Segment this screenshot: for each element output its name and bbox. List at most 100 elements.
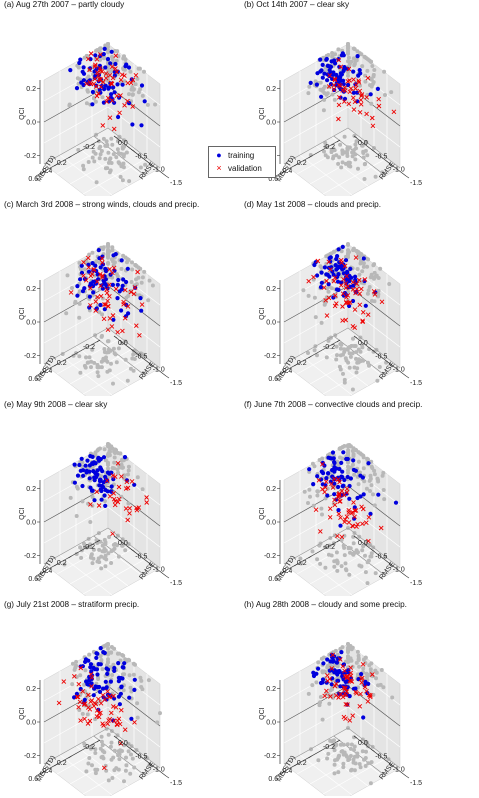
background-point [369, 59, 373, 64]
cross-stroke [84, 81, 89, 87]
training-point [334, 256, 339, 262]
validation-point [94, 708, 100, 713]
background-point [112, 455, 117, 460]
grid-line [59, 754, 113, 796]
validation-point [371, 288, 377, 294]
background-point [98, 746, 103, 751]
cross-stroke [96, 696, 101, 702]
zero-line [333, 335, 386, 377]
cross-stroke [344, 300, 349, 306]
background-point [343, 561, 348, 566]
training-point [115, 282, 120, 287]
background-point [98, 539, 103, 544]
validation-point [98, 283, 103, 289]
background-point [337, 364, 342, 369]
scatter-panel: -0.2 0.2 0.4 0.6 ME(STD) 0.0 -0.5 -1.0 -1.5 RMSE 0… [242, 400, 477, 596]
training-point [78, 277, 83, 282]
validation-point [332, 303, 338, 309]
cross-stroke [366, 692, 372, 698]
training-point [91, 460, 97, 465]
background-point [339, 249, 344, 254]
validation-point [342, 668, 347, 674]
background-point [338, 446, 343, 451]
z-tick-label: -0.2 [24, 153, 36, 160]
training-point [95, 672, 100, 677]
x-tick-label: 0.6 [268, 176, 278, 183]
y-tick-label: 0.0 [118, 540, 128, 547]
validation-point [356, 78, 361, 84]
validation-point [104, 287, 109, 293]
cross-stroke [323, 479, 329, 485]
cross-stroke [357, 302, 363, 308]
background-point [318, 700, 323, 705]
validation-point [93, 308, 99, 313]
y-tick [165, 575, 170, 579]
y-tick-label: 0.0 [118, 140, 128, 147]
validation-point [101, 723, 106, 728]
background-point [142, 269, 147, 274]
background-point [80, 464, 85, 469]
y-tick [371, 749, 375, 752]
background-point [93, 767, 98, 772]
training-point [86, 269, 92, 274]
background-point [338, 346, 343, 351]
validation-point [333, 681, 339, 687]
cross-stroke [109, 98, 115, 103]
background-point [320, 512, 324, 517]
z-tick-label: 0.0 [266, 520, 276, 527]
x-tick-label: 0.2 [57, 760, 67, 767]
background-point [115, 49, 120, 54]
x-tick [336, 339, 341, 343]
training-point [341, 450, 346, 455]
background-point [81, 163, 86, 168]
background-point [90, 561, 95, 566]
background-point [351, 452, 356, 457]
background-point [313, 315, 318, 320]
cross-stroke [97, 76, 102, 82]
background-point [372, 472, 377, 477]
training-point [115, 296, 120, 301]
y-tick [405, 375, 410, 379]
x-tick [54, 363, 58, 367]
validation-point [118, 707, 124, 713]
validation-point [324, 313, 330, 318]
panel-title: (g) July 21st 2008 – stratiform precip. [4, 600, 140, 609]
background-point [110, 776, 115, 780]
background-point [135, 701, 140, 706]
panel-title: (f) June 7th 2008 – convective clouds an… [244, 400, 423, 409]
background-point [325, 486, 330, 491]
training-point [320, 75, 325, 80]
cross-stroke [98, 68, 103, 73]
background-point [360, 143, 364, 148]
background-point [143, 162, 148, 167]
background-point [312, 295, 317, 300]
legend-label: training [228, 151, 255, 160]
validation-point [327, 73, 333, 78]
validation-point [106, 303, 111, 309]
cross-stroke [344, 675, 349, 681]
scatter-panel: -0.2 0.2 0.4 0.6 ME(STD) 0.0 -0.5 -1.0 -1.5 RMSE 0… [242, 200, 477, 396]
cross-stroke [332, 303, 338, 309]
cross-stroke [349, 679, 355, 684]
x-tick-label: -0.2 [323, 544, 335, 551]
background-point [71, 353, 76, 358]
background-point [106, 253, 110, 258]
validation-point [346, 507, 352, 513]
validation-point [337, 657, 343, 662]
validation-point [99, 260, 105, 265]
training-point [353, 468, 358, 473]
background-point [360, 749, 365, 754]
cross-stroke [340, 663, 346, 669]
validation-point [106, 718, 111, 723]
background-point [325, 155, 330, 160]
background-point [127, 673, 132, 678]
cross-stroke [95, 73, 101, 78]
cross-stroke [359, 92, 365, 97]
validation-point [330, 652, 336, 658]
cross-stroke [338, 691, 343, 697]
training-point [342, 65, 347, 70]
training-point [322, 71, 327, 76]
background-point [332, 148, 337, 153]
axis-edge [43, 527, 109, 565]
validation-point [345, 293, 351, 298]
